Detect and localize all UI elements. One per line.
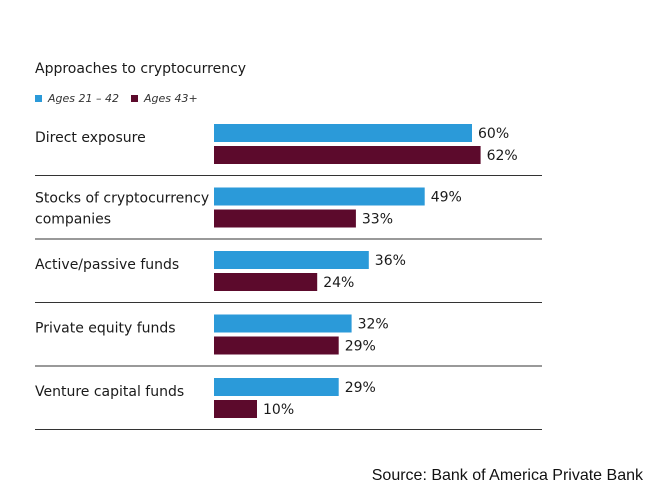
- bar-private-equity-funds-series-1: [214, 336, 339, 355]
- bar-venture-capital-funds-series-1: [214, 400, 257, 418]
- category-label-direct-exposure: Direct exposure: [35, 130, 146, 146]
- chart-title: Approaches to cryptocurrency: [35, 61, 247, 77]
- value-label-private-equity-funds-series-0: 32%: [358, 317, 389, 333]
- legend: Ages 21 – 42 Ages 43+: [35, 92, 210, 105]
- legend-item-ages-21-42: Ages 21 – 42: [35, 92, 119, 105]
- bar-private-equity-funds-series-0: [214, 314, 352, 333]
- value-label-private-equity-funds-series-1: 29%: [345, 339, 376, 355]
- category-label-venture-capital-funds: Venture capital funds: [35, 384, 184, 400]
- value-label-stocks-of-cryptocurrency-companies-series-1: 33%: [362, 212, 393, 228]
- category-label-private-equity-funds: Private equity funds: [35, 321, 176, 337]
- bar-venture-capital-funds-series-0: [214, 378, 339, 396]
- source-note: Source: Bank of America Private Bank: [371, 467, 643, 484]
- legend-swatch-ages-43-plus: [131, 95, 138, 102]
- legend-swatch-ages-21-42: [35, 95, 42, 102]
- bar-direct-exposure-series-0: [214, 124, 472, 142]
- category-label-active-passive-funds: Active/passive funds: [35, 257, 179, 273]
- value-label-active-passive-funds-series-0: 36%: [375, 253, 406, 269]
- bar-direct-exposure-series-1: [214, 146, 481, 164]
- value-label-stocks-of-cryptocurrency-companies-series-0: 49%: [431, 190, 462, 206]
- value-label-direct-exposure-series-1: 62%: [487, 148, 518, 164]
- legend-item-ages-43-plus: Ages 43+: [131, 92, 198, 105]
- value-label-active-passive-funds-series-1: 24%: [323, 275, 354, 291]
- category-label-stocks-of-cryptocurrency-companies: Stocks of cryptocurrency companies: [35, 191, 209, 228]
- value-label-direct-exposure-series-0: 60%: [478, 126, 509, 142]
- bar-stocks-of-cryptocurrency-companies-series-0: [214, 187, 425, 206]
- legend-label-ages-43-plus: Ages 43+: [144, 92, 198, 105]
- value-label-venture-capital-funds-series-0: 29%: [345, 380, 376, 396]
- legend-label-ages-21-42: Ages 21 – 42: [48, 92, 119, 105]
- bar-active-passive-funds-series-0: [214, 251, 369, 269]
- bar-stocks-of-cryptocurrency-companies-series-1: [214, 209, 356, 228]
- bar-active-passive-funds-series-1: [214, 273, 318, 291]
- value-label-venture-capital-funds-series-1: 10%: [263, 402, 294, 418]
